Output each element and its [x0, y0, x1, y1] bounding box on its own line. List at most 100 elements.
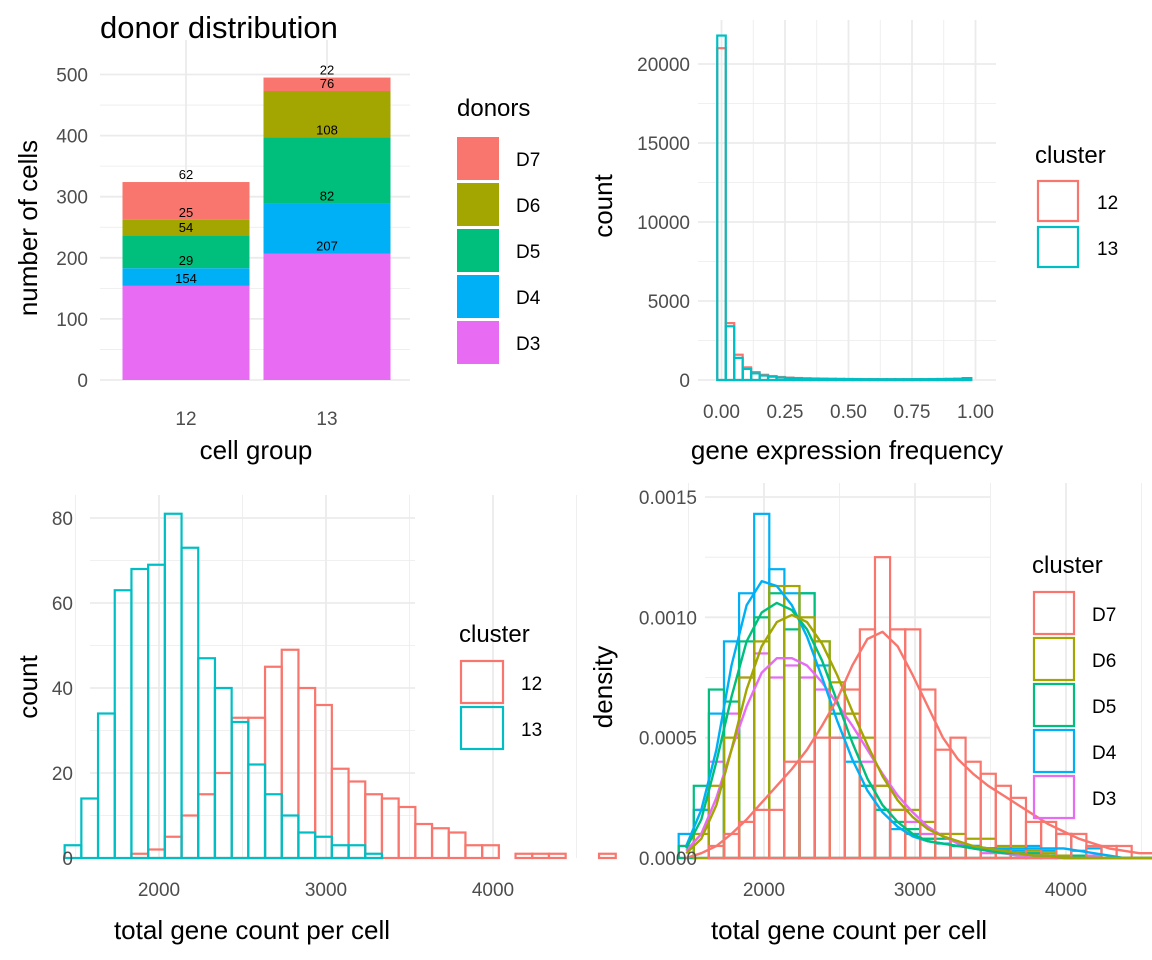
hist-bar-13 [766, 375, 778, 382]
hist-bar-13 [953, 377, 964, 382]
legend-label-D5: D5 [516, 242, 540, 263]
y-tick-label: 0.0010 [639, 608, 697, 629]
hist-bar-13 [944, 377, 956, 382]
legend-label-13: 13 [1097, 239, 1118, 260]
hist-bar-D5 [798, 592, 816, 860]
hist-bar-13 [843, 377, 854, 382]
hist-bar-13 [314, 835, 333, 860]
hist-bar-13 [716, 34, 727, 382]
hist-bar-D6 [783, 584, 801, 860]
y-tick-label: 0 [62, 849, 73, 870]
hist-bar-12 [230, 716, 250, 860]
y-tick-label: 0.0015 [639, 488, 697, 509]
hist-bar-13 [758, 374, 770, 382]
x-tick-label: 3000 [305, 880, 347, 901]
y-axis-title: number of cells [13, 140, 43, 316]
legend-label-13: 13 [521, 720, 542, 741]
data-label-D6-13: 76 [320, 76, 334, 91]
data-label-D3-13: 207 [316, 239, 338, 254]
hist-bar-12 [547, 852, 567, 860]
y-tick-label: 5000 [648, 292, 690, 313]
legend-key-13 [1036, 225, 1080, 269]
hist-bar-D7 [888, 628, 907, 860]
legend-key-12 [1036, 179, 1080, 223]
grid [75, 495, 577, 859]
hist-bar-13 [724, 325, 736, 382]
data-label-D6-12: 25 [179, 205, 193, 220]
legend-title: cluster [1032, 552, 1103, 579]
bar-D5-12 [122, 235, 250, 269]
x-tick-label: 4000 [1045, 880, 1087, 901]
y-tick-label: 60 [52, 594, 73, 615]
hist-bar-12 [147, 848, 166, 860]
hist-bar-13 [147, 563, 166, 860]
y-tick-label: 500 [56, 66, 88, 87]
bar-D7-12 [122, 182, 250, 220]
y-tick-label: 20 [52, 764, 73, 785]
legend: donors D7 D6 D5 D4 D3 [457, 95, 541, 364]
hist-bar-D4 [934, 842, 952, 860]
bar-D5-13 [263, 137, 391, 204]
data-label-D5-12: 54 [179, 220, 193, 235]
legend-label-D3: D3 [516, 334, 540, 355]
y-tick-labels: 0 5000 10000 15000 20000 [637, 55, 690, 392]
y-tick-label: 40 [52, 679, 73, 700]
legend-label-D6: D6 [1092, 651, 1116, 672]
legend-key-D6 [1032, 636, 1076, 682]
bar-D7-13 [263, 77, 391, 91]
hist-bar-13 [826, 377, 837, 382]
y-tick-labels: 0 100 200 300 400 500 [56, 66, 88, 393]
hist-bar-D4 [768, 568, 786, 860]
hist-bar-13 [893, 378, 905, 382]
hist-bar-13 [961, 377, 973, 382]
hist-bar-D3 [768, 676, 786, 860]
x-tick-labels: 2000 3000 4000 [743, 880, 1087, 901]
hist-bar-13 [885, 378, 897, 382]
legend-label-D4: D4 [516, 288, 541, 309]
hist-bar-13 [750, 372, 761, 382]
y-tick-label: 10000 [637, 213, 690, 234]
hist-bar-12 [464, 844, 484, 860]
hist-bar-D7 [798, 760, 816, 860]
x-tick-label: 3000 [894, 880, 936, 901]
hist-bar-D7 [753, 808, 771, 860]
legend: cluster D7 D6 D5 D4 D3 [1032, 552, 1117, 820]
data-label-D5-13: 108 [316, 122, 338, 137]
x-axis-title: cell group [200, 435, 313, 465]
legend-key-D4 [457, 275, 499, 318]
density-curve-D7 [685, 630, 1152, 860]
bar-D6-13 [263, 90, 391, 138]
bar-D3-13 [263, 253, 391, 380]
y-tick-label: 0 [77, 371, 88, 392]
legend-label-12: 12 [1097, 193, 1118, 214]
legend-key-D5 [457, 229, 499, 272]
x-tick-label: 2000 [138, 880, 180, 901]
x-axis-title: total gene count per cell [114, 915, 390, 945]
hist-bar-D3 [798, 676, 816, 860]
x-tick-label: 12 [175, 409, 196, 430]
hist-bar-13 [902, 378, 914, 382]
hist-bar-13 [936, 377, 947, 382]
hist-bar-13 [910, 378, 922, 382]
density-curve-D6 [685, 613, 1152, 860]
x-tick-label: 1.00 [957, 402, 994, 423]
y-tick-label: 300 [56, 188, 88, 209]
hist-bar-13 [347, 844, 367, 860]
hist-bar-12 [347, 780, 367, 860]
legend-key-D5 [1032, 682, 1076, 728]
y-tick-label: 80 [52, 509, 73, 530]
bars [716, 34, 973, 382]
legend-label-D6: D6 [516, 196, 540, 217]
legend-key-D7 [457, 137, 499, 180]
hist-bar-13 [834, 377, 846, 382]
hist-bar-12 [597, 852, 617, 860]
hist-bar-13 [800, 377, 812, 382]
x-tick-label: 0.50 [830, 402, 867, 423]
data-label-D7-12: 62 [179, 167, 193, 182]
legend-label-D5: D5 [1092, 697, 1116, 718]
hist-bar-D7 [737, 820, 756, 860]
x-tick-label: 0.75 [894, 402, 931, 423]
legend-key-12 [459, 659, 505, 705]
